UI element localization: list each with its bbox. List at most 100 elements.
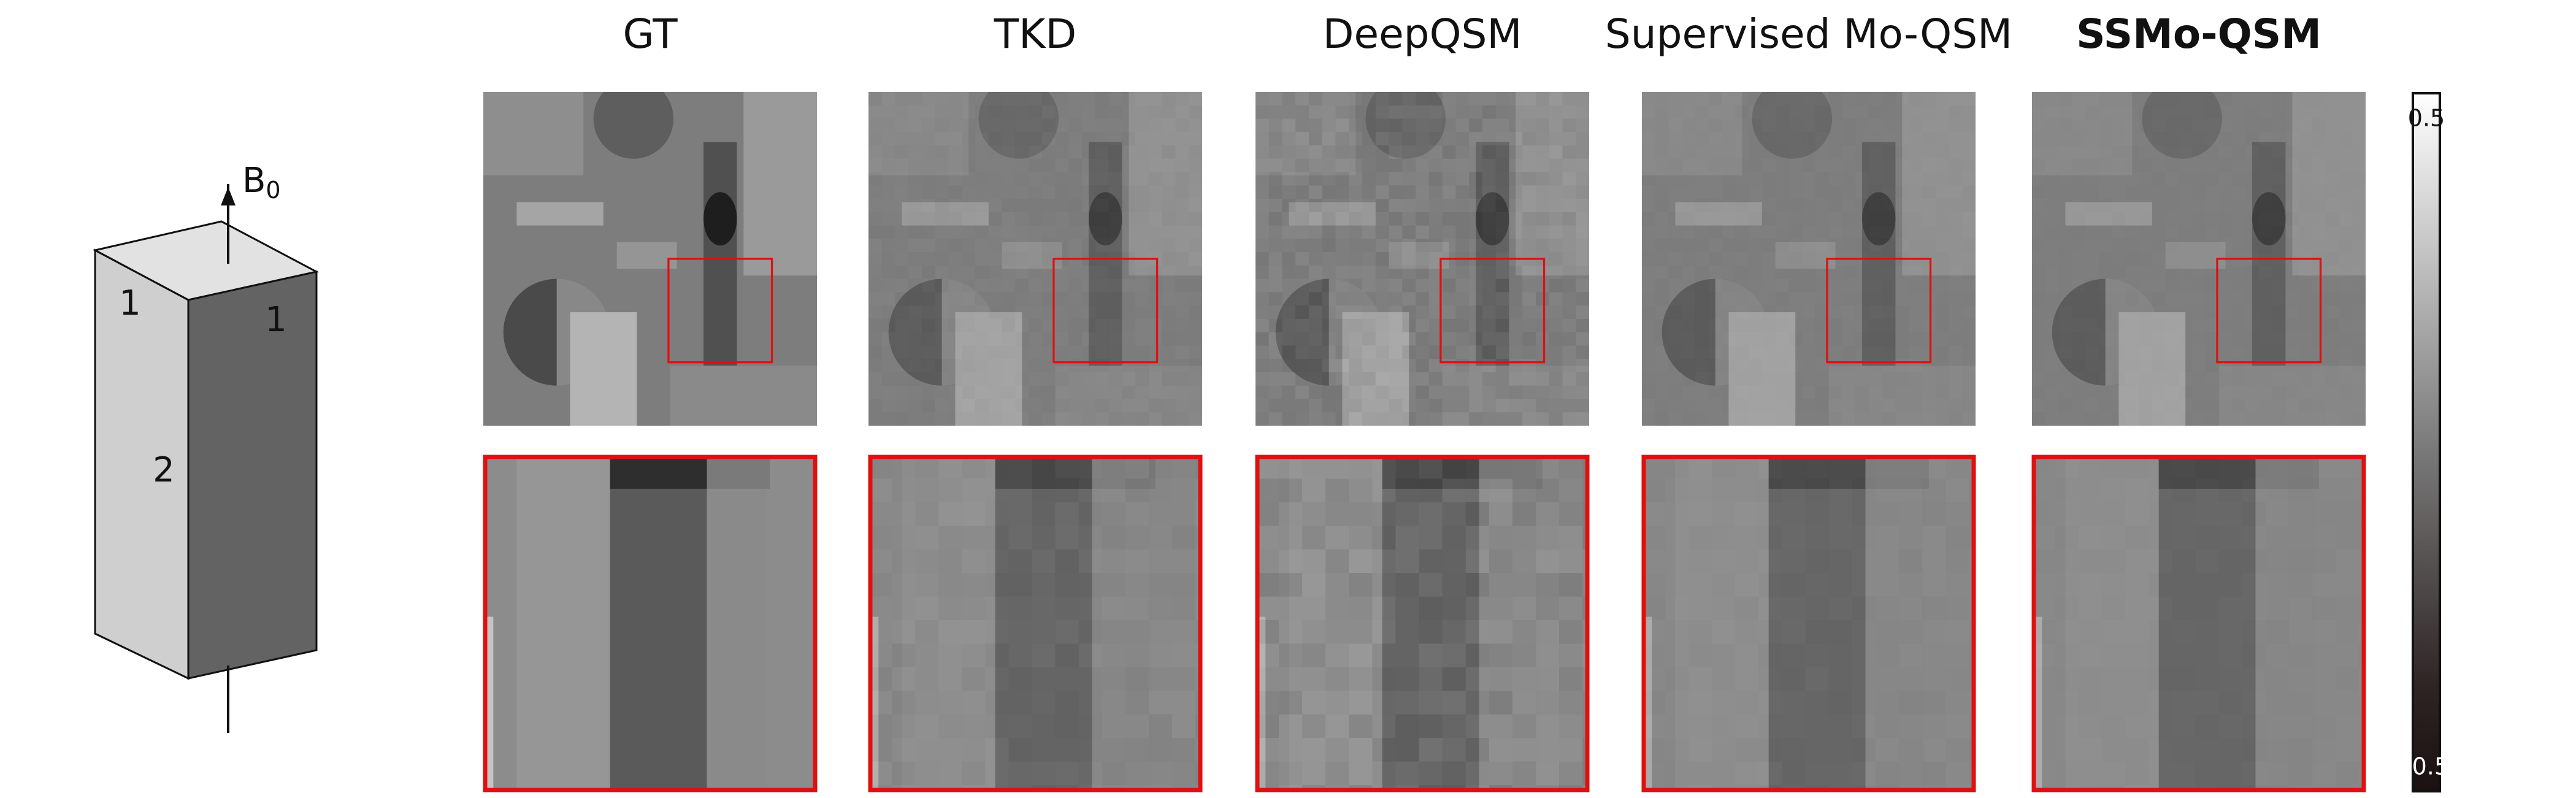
texture bbox=[1029, 399, 1042, 413]
texture bbox=[1416, 145, 1429, 159]
texture bbox=[1335, 145, 1349, 159]
texture bbox=[1402, 265, 1416, 279]
texture bbox=[1945, 549, 1969, 574]
texture bbox=[2032, 305, 2045, 319]
texture bbox=[948, 145, 962, 159]
texture bbox=[1362, 105, 1376, 119]
texture bbox=[1122, 278, 1136, 293]
texture bbox=[1148, 667, 1173, 691]
texture bbox=[1362, 239, 1376, 253]
block bbox=[1865, 455, 1929, 489]
texture bbox=[1279, 526, 1303, 550]
texture bbox=[2242, 667, 2266, 691]
texture bbox=[1325, 549, 1349, 574]
texture bbox=[1029, 239, 1042, 253]
texture bbox=[1082, 212, 1095, 226]
texture bbox=[2245, 345, 2259, 359]
texture bbox=[1735, 372, 1749, 386]
texture bbox=[2339, 239, 2353, 253]
texture bbox=[1055, 92, 1069, 106]
texture bbox=[2179, 185, 2193, 199]
texture bbox=[1642, 199, 1655, 212]
texture bbox=[935, 399, 949, 413]
texture bbox=[1576, 239, 1589, 253]
texture bbox=[1189, 372, 1202, 386]
texture bbox=[1375, 199, 1389, 212]
texture bbox=[2232, 318, 2246, 332]
block bbox=[1289, 455, 1382, 792]
texture bbox=[908, 199, 922, 212]
texture bbox=[1295, 345, 1309, 359]
texture bbox=[975, 359, 989, 372]
texture bbox=[1335, 172, 1349, 186]
zoom-frame bbox=[1255, 455, 1590, 792]
texture bbox=[1029, 385, 1042, 399]
texture bbox=[868, 185, 882, 199]
texture bbox=[2258, 105, 2272, 119]
texture bbox=[1828, 292, 1842, 306]
texture bbox=[1465, 502, 1489, 526]
texture bbox=[1162, 332, 1176, 346]
texture bbox=[938, 573, 962, 597]
texture bbox=[1015, 118, 1029, 132]
texture bbox=[1372, 761, 1396, 786]
texture bbox=[1082, 305, 1095, 319]
texture bbox=[1805, 620, 1829, 644]
texture bbox=[2058, 372, 2072, 386]
texture bbox=[1389, 292, 1403, 306]
texture bbox=[1549, 359, 1563, 372]
texture bbox=[1282, 252, 1296, 266]
texture bbox=[2085, 185, 2099, 199]
texture bbox=[1419, 502, 1443, 526]
texture bbox=[1402, 145, 1416, 159]
texture bbox=[1416, 345, 1429, 359]
texture bbox=[2242, 761, 2266, 786]
texture bbox=[2312, 526, 2336, 550]
texture bbox=[1668, 318, 1682, 332]
texture bbox=[1419, 620, 1443, 644]
texture bbox=[1309, 118, 1322, 132]
texture bbox=[1722, 158, 1736, 172]
texture bbox=[2112, 239, 2126, 253]
texture bbox=[2299, 278, 2312, 293]
texture bbox=[1108, 145, 1122, 159]
texture bbox=[1682, 359, 1696, 372]
texture bbox=[1455, 359, 1470, 372]
texture bbox=[895, 145, 909, 159]
texture bbox=[2272, 278, 2286, 293]
texture bbox=[1108, 92, 1122, 106]
texture bbox=[1402, 278, 1416, 293]
texture bbox=[1375, 345, 1389, 359]
texture bbox=[1828, 172, 1842, 186]
texture bbox=[1255, 318, 1269, 332]
texture bbox=[1482, 278, 1496, 293]
texture bbox=[2192, 158, 2206, 172]
texture bbox=[2152, 199, 2166, 212]
texture bbox=[2245, 318, 2259, 332]
texture bbox=[1402, 185, 1416, 199]
texture bbox=[1295, 199, 1309, 212]
texture bbox=[1395, 573, 1419, 597]
texture bbox=[868, 359, 882, 372]
texture bbox=[948, 172, 962, 186]
texture bbox=[2032, 132, 2045, 146]
texture bbox=[1148, 620, 1173, 644]
texture bbox=[1655, 372, 1669, 386]
texture bbox=[1945, 761, 1969, 786]
texture bbox=[1416, 318, 1429, 332]
texture bbox=[1782, 573, 1806, 597]
texture bbox=[1842, 239, 1856, 253]
texture bbox=[2139, 278, 2152, 293]
texture bbox=[2125, 385, 2139, 399]
texture bbox=[1708, 305, 1722, 319]
texture bbox=[1095, 385, 1109, 399]
texture bbox=[2079, 667, 2103, 691]
texture bbox=[1509, 265, 1523, 279]
texture bbox=[2112, 145, 2126, 159]
texture bbox=[1015, 145, 1029, 159]
texture bbox=[1668, 412, 1682, 426]
texture bbox=[2192, 118, 2206, 132]
texture bbox=[1428, 239, 1443, 253]
texture bbox=[2192, 252, 2206, 266]
texture bbox=[2172, 573, 2196, 597]
